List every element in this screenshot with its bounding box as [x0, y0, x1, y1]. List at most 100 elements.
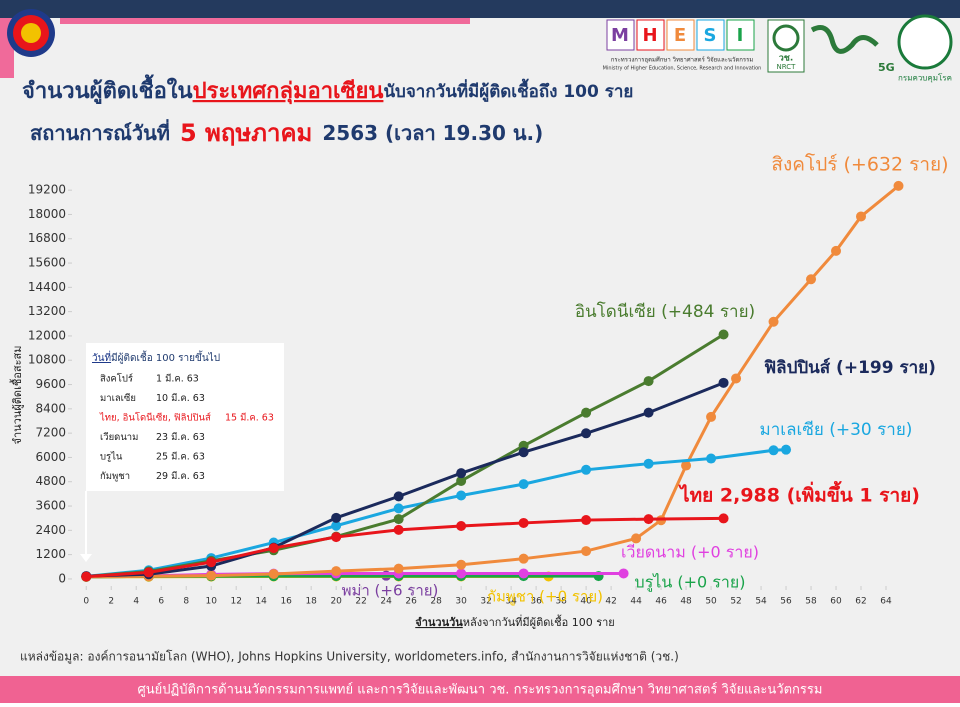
data-point [581, 546, 591, 556]
data-point [581, 408, 591, 418]
notes-country: กัมพูชา [100, 471, 130, 482]
data-point [456, 560, 466, 570]
series-label: ฟิลิปปินส์ (+199 ราย) [764, 357, 936, 378]
y-tick-label: 12000 [28, 328, 66, 342]
title-part: จำนวนผู้ติดเชื้อใน [22, 74, 193, 105]
data-point [894, 181, 904, 191]
notes-title: วันที่มีผู้ติดเชื้อ 100 รายขึ้นไป [92, 350, 220, 364]
x-tick-label: 12 [230, 597, 241, 607]
title-highlight: ประเทศกลุ่มอาเซียน [193, 79, 384, 105]
data-point [331, 532, 341, 542]
y-axis-label: จำนวนผู้ติดเชื้อสะสม [9, 346, 24, 445]
series-label: เวียดนาม (+0 ราย) [621, 543, 759, 562]
subtitle-date: 5 พฤษภาคม [180, 119, 312, 147]
x-tick-label: 54 [755, 597, 767, 607]
data-point [706, 454, 716, 464]
data-point [644, 459, 654, 469]
data-point [456, 568, 466, 578]
series-label: พม่า (+6 ราย) [342, 582, 439, 600]
notes-date: 15 มี.ค. 63 [225, 412, 274, 424]
data-point [456, 468, 466, 478]
top-bar [0, 0, 960, 18]
y-tick-label: 7200 [35, 426, 66, 440]
x-tick-label: 20 [330, 597, 342, 607]
data-point [519, 568, 529, 578]
notes-date: 1 มี.ค. 63 [156, 373, 199, 385]
y-tick-label: 10800 [28, 353, 66, 367]
y-tick-label: 4800 [35, 474, 66, 488]
x-tick-label: 64 [880, 597, 892, 607]
x-tick-label: 0 [83, 597, 89, 607]
data-point [769, 317, 779, 327]
data-point [81, 572, 91, 582]
data-point [731, 373, 741, 383]
x-tick-label: 4 [133, 597, 139, 607]
subtitle-part: สถานการณ์วันที่ [30, 118, 170, 145]
notes-date: 29 มี.ค. 63 [156, 470, 205, 482]
ddc-logo [899, 16, 951, 68]
x-tick-label: 2 [108, 597, 114, 607]
data-point [394, 514, 404, 524]
data-point [144, 567, 154, 577]
y-tick-label: 2400 [35, 523, 66, 537]
logo-text: วช. [779, 54, 794, 64]
x-tick-label: 18 [305, 597, 317, 607]
footer: ศูนย์ปฏิบัติการด้านนวัตกรรมการแพทย์ และก… [138, 682, 823, 698]
y-tick-label: 14400 [28, 280, 66, 294]
data-point [269, 543, 279, 553]
logo-letter: H [642, 25, 657, 46]
x-tick-label: 48 [680, 597, 692, 607]
data-point [619, 568, 629, 578]
x-tick-label: 60 [830, 597, 842, 607]
x-tick-label: 52 [730, 597, 741, 607]
x-tick-label: 14 [255, 597, 267, 607]
notes-country: เวียดนาม [100, 431, 138, 443]
logo-text: กรมควบคุมโรค [898, 73, 952, 83]
data-point [644, 376, 654, 386]
data-point [581, 465, 591, 475]
logo-letter: E [674, 25, 686, 46]
data-point [394, 564, 404, 574]
data-point [519, 479, 529, 489]
data-point [269, 569, 279, 579]
logo-text: กระทรวงการอุดมศึกษา วิทยาศาสตร์ วิจัยและ… [611, 56, 754, 64]
logo-letter: I [737, 25, 744, 46]
data-point [331, 513, 341, 523]
data-point [519, 518, 529, 528]
data-point [644, 514, 654, 524]
data-point [394, 525, 404, 535]
x-tick-label: 50 [705, 597, 717, 607]
data-point [331, 566, 341, 576]
series-label: มาเลเซีย (+30 ราย) [760, 420, 913, 440]
notes-country: สิงคโปร์ [100, 373, 133, 385]
series-label: สิงคโปร์ (+632 ราย) [771, 153, 948, 176]
y-tick-label: 19200 [28, 183, 66, 197]
notes-country: บรูไน [100, 451, 123, 463]
notes-date: 25 มี.ค. 63 [156, 451, 205, 463]
data-point [806, 274, 816, 284]
notes-title-part: วันที่ [92, 350, 111, 364]
data-point [456, 521, 466, 531]
x-tick-label: 56 [780, 597, 792, 607]
data-point [856, 211, 866, 221]
y-tick-label: 1200 [35, 547, 66, 561]
logo-text: NRCT [777, 63, 797, 71]
y-tick-label: 8400 [35, 401, 66, 415]
data-point [394, 503, 404, 513]
data-point [781, 445, 791, 455]
notes-country: มาเลเซีย [100, 392, 136, 404]
x-tick-label: 10 [205, 597, 217, 607]
logo-letter: M [611, 25, 629, 46]
data-point [581, 428, 591, 438]
series-label: บรูไน (+0 ราย) [635, 573, 746, 593]
data-point [519, 447, 529, 457]
series-label: ไทย 2,988 (เพิ่มขึ้น 1 ราย) [678, 481, 920, 507]
x-tick-label: 30 [455, 597, 467, 607]
y-tick-label: 16800 [28, 231, 66, 245]
notes-date: 10 มี.ค. 63 [156, 392, 205, 404]
x-tick-label: 44 [630, 597, 642, 607]
x-tick-label: 46 [655, 597, 667, 607]
data-point [394, 491, 404, 501]
asean-logo-core [21, 23, 41, 43]
